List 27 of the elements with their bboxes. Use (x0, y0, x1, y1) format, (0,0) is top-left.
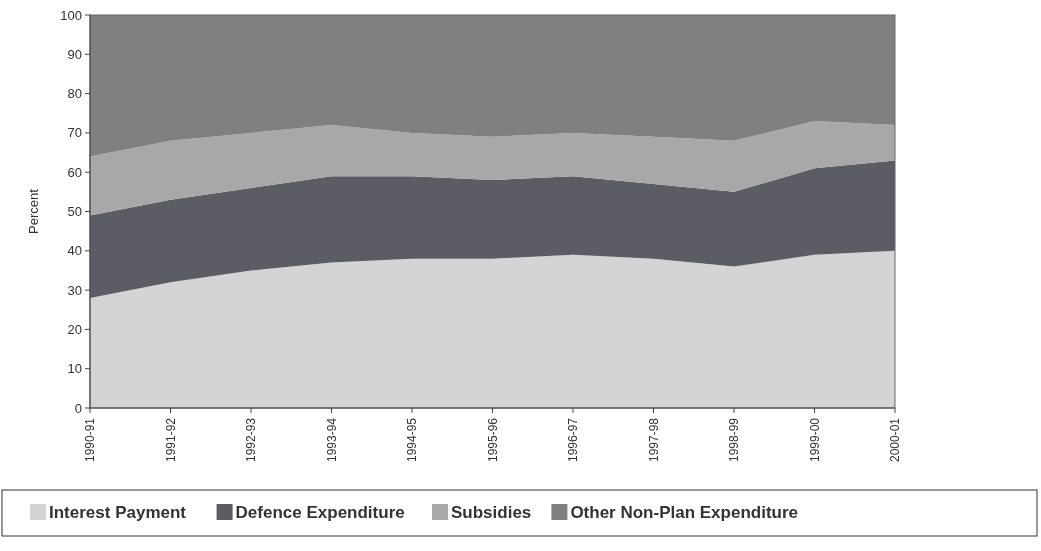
y-tick-label: 0 (74, 400, 82, 416)
legend-label: Interest Payment (49, 503, 187, 522)
y-tick-label: 10 (67, 361, 82, 377)
y-tick-label: 30 (67, 282, 82, 298)
y-tick-label: 70 (67, 125, 82, 141)
x-tick-label: 1998-99 (727, 417, 741, 463)
y-tick-label: 40 (67, 243, 82, 259)
x-tick-label: 1991-92 (163, 417, 178, 463)
y-tick-label: 90 (67, 46, 82, 62)
x-tick-label: 2000-01 (888, 417, 902, 463)
y-tick-label: 20 (67, 321, 82, 337)
x-tick-label: 1996-97 (566, 417, 580, 463)
x-tick-label: 1990-91 (83, 417, 97, 463)
y-tick-label: 60 (67, 164, 82, 180)
legend-label: Subsidies (451, 503, 532, 522)
y-tick-label: 100 (60, 7, 82, 23)
x-tick-label: 1992-93 (244, 417, 258, 463)
y-tick-label: 80 (67, 86, 82, 102)
legend-label: Defence Expenditure (235, 503, 405, 522)
x-tick-label: 1993-94 (324, 417, 339, 463)
legend-label: Other Non-Plan Expenditure (570, 503, 799, 522)
y-axis-title: Percent (26, 188, 41, 234)
x-tick-label: 1995-96 (485, 417, 500, 463)
x-tick-label: 1994-95 (405, 417, 419, 463)
x-tick-label: 1997-98 (646, 417, 661, 463)
y-tick-label: 50 (67, 204, 82, 220)
x-tick-label: 1999-00 (807, 417, 822, 463)
